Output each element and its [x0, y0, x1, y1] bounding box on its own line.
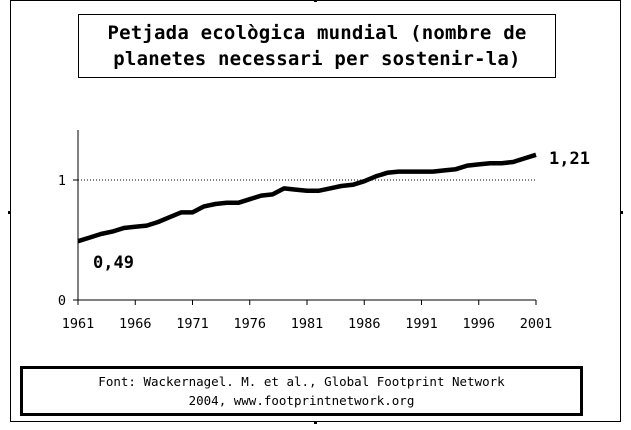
x-tick-label: 1976	[233, 316, 266, 332]
frame-mark-right	[620, 211, 623, 214]
x-tick-label: 1971	[176, 316, 209, 332]
chart-title-box: Petjada ecològica mundial (nombre de pla…	[78, 14, 556, 78]
x-tick-label: 1961	[62, 316, 95, 332]
x-axis-ticks: 1961 1966 1971 1976 1981 1986 1991 1996 2001	[62, 300, 553, 332]
chart-axes	[77, 130, 536, 301]
series-line	[77, 152, 537, 244]
x-tick-label: 1981	[291, 316, 324, 332]
y-axis-ticks: 01	[58, 173, 78, 309]
data-labels: 0,49 1,21	[93, 149, 590, 273]
frame-mark-bottom	[314, 421, 317, 424]
frame-mark-left	[8, 211, 11, 214]
x-tick-label: 2001	[520, 316, 553, 332]
chart-series	[77, 152, 537, 244]
y-tick-label: 1	[58, 173, 66, 189]
source-note: Font: Wackernagel. M. et al., Global Foo…	[98, 374, 505, 408]
x-tick-label: 1986	[348, 316, 381, 332]
data-label-end: 1,21	[549, 149, 590, 169]
x-tick-label: 1996	[462, 316, 495, 332]
x-tick-label: 1966	[119, 316, 152, 332]
y-tick-label: 0	[58, 293, 66, 309]
data-label-start: 0,49	[93, 253, 134, 273]
frame-mark-top	[314, 0, 317, 2]
chart-title: Petjada ecològica mundial (nombre de pla…	[107, 22, 527, 70]
x-tick-label: 1991	[405, 316, 438, 332]
source-box: Font: Wackernagel. M. et al., Global Foo…	[20, 366, 583, 416]
